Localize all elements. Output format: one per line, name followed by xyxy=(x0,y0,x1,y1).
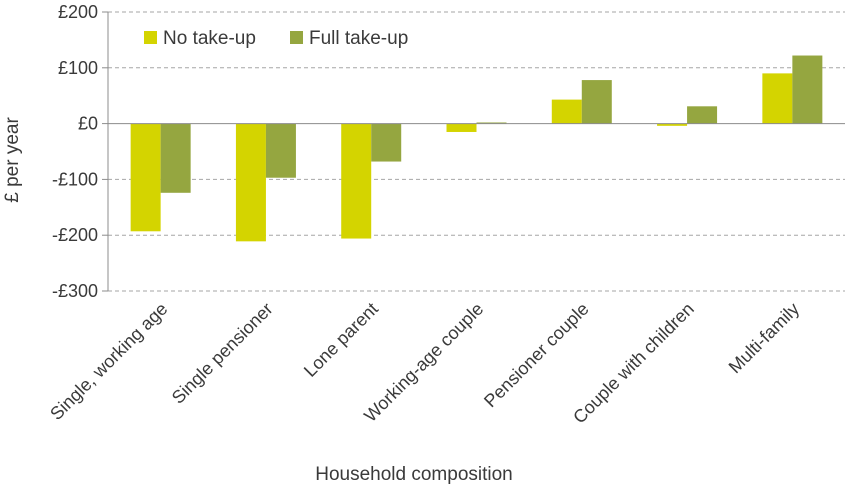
y-tick-label: £0 xyxy=(78,114,98,134)
x-tick-label: Single, working age xyxy=(46,299,171,424)
x-tick-label: Lone parent xyxy=(300,299,382,381)
legend-swatch xyxy=(290,31,303,44)
x-tick-label: Multi-family xyxy=(725,299,803,377)
bar-full-take-up xyxy=(371,123,402,162)
bar-no-take-up xyxy=(446,123,477,132)
gridlines xyxy=(108,11,845,292)
y-tick-label: -£200 xyxy=(52,225,98,245)
y-tick-label: -£300 xyxy=(52,281,98,301)
bar-full-take-up xyxy=(265,123,296,178)
x-tick-label: Single pensioner xyxy=(168,299,277,408)
y-tick-label: £100 xyxy=(58,58,98,78)
bar-no-take-up xyxy=(341,123,372,239)
y-tick-label: -£100 xyxy=(52,169,98,189)
x-tick-label: Working-age couple xyxy=(360,299,487,426)
bar-no-take-up xyxy=(130,123,161,232)
x-tick-label: Pensioner couple xyxy=(480,299,593,412)
y-tick-labels: £200 £100 £0 -£100 -£200 -£300 xyxy=(52,2,98,301)
y-tick-label: £200 xyxy=(58,2,98,22)
bar-no-take-up xyxy=(657,123,688,126)
y-axis-label: £ per year xyxy=(2,117,23,203)
bar-full-take-up xyxy=(160,123,191,193)
bar-no-take-up xyxy=(235,123,266,242)
x-axis-label: Household composition xyxy=(315,464,513,485)
legend-swatch xyxy=(144,31,157,44)
legend-label: No take-up xyxy=(163,28,256,49)
bar-no-take-up xyxy=(551,99,582,124)
bar-full-take-up xyxy=(687,106,718,124)
x-tick-label: Couple with children xyxy=(569,299,698,428)
bar-full-take-up xyxy=(476,122,507,124)
legend-label: Full take-up xyxy=(309,28,408,49)
bar-no-take-up xyxy=(762,73,793,124)
bar-full-take-up xyxy=(792,55,823,124)
bars xyxy=(130,55,823,242)
axes xyxy=(102,11,845,292)
legend: No take-up Full take-up xyxy=(144,28,408,49)
bar-full-take-up xyxy=(581,80,612,124)
